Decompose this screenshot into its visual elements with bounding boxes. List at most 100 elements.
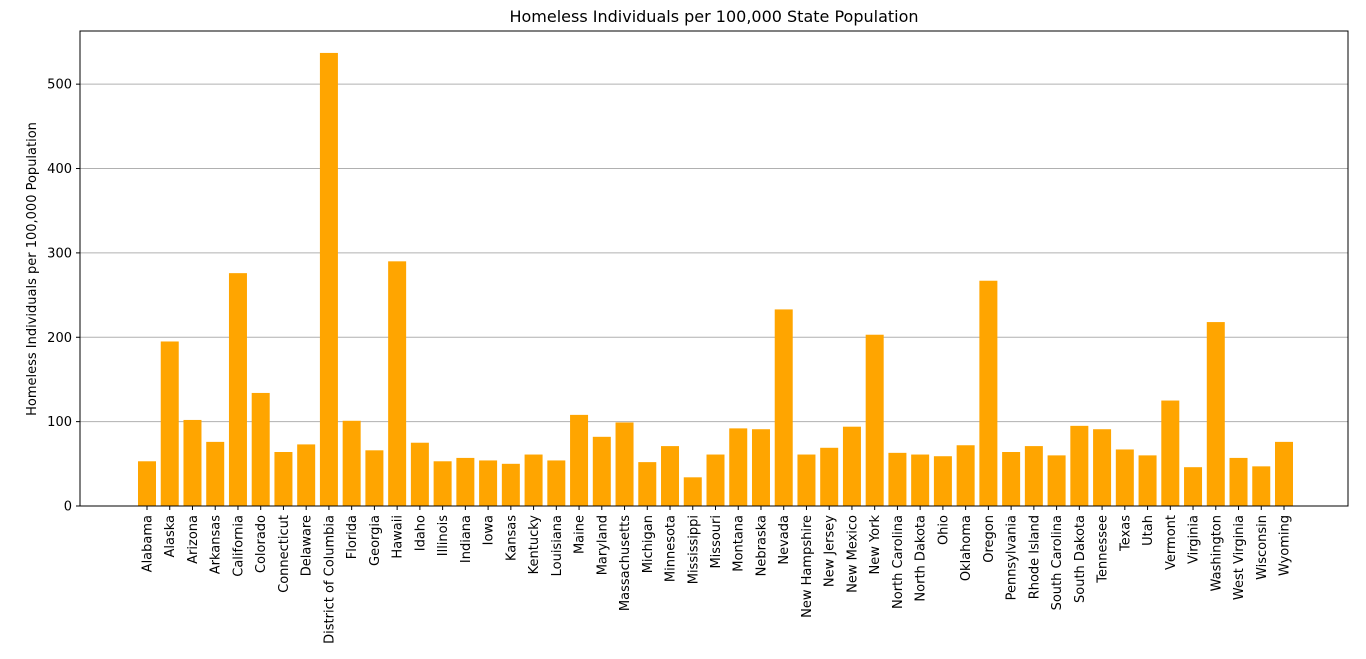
x-tick-label: Minnesota (664, 515, 679, 582)
x-tick-label: California (231, 515, 246, 577)
x-tick-label: West Virginia (1232, 515, 1247, 600)
bar (1024, 446, 1043, 506)
bar (1184, 467, 1203, 506)
x-tick-label: Nebraska (754, 515, 769, 576)
bar (570, 414, 589, 506)
bar (228, 273, 247, 506)
x-tick-label: Colorado (254, 515, 269, 573)
bar (1161, 400, 1180, 506)
bar (251, 392, 270, 506)
x-tick-label: Michigan (641, 515, 656, 573)
bar (138, 461, 156, 506)
x-tick-label: Louisiana (550, 515, 565, 576)
x-tick-label: Rhode Island (1027, 515, 1042, 599)
x-tick-label: Montana (732, 515, 747, 572)
y-tick-label: 500 (47, 78, 72, 93)
x-tick-label: Kansas (504, 515, 519, 561)
bar (1229, 457, 1248, 506)
y-tick-label: 0 (64, 500, 72, 515)
x-tick-label: Florida (345, 515, 360, 559)
x-tick-label: Massachusetts (618, 515, 633, 611)
x-tick-label: New York (868, 515, 883, 575)
bar (274, 452, 293, 506)
bar (638, 462, 657, 506)
y-tick-label: 300 (47, 246, 72, 261)
x-tick-label: New Mexico (845, 515, 860, 593)
x-tick-label: Delaware (300, 515, 315, 576)
bar (774, 309, 793, 506)
x-tick-label: Ohio (936, 515, 951, 545)
bar (1093, 429, 1112, 506)
x-tick-label: Arizona (186, 515, 201, 564)
chart-title: Homeless Individuals per 100,000 State P… (509, 7, 918, 26)
bar (319, 52, 338, 506)
bar (1115, 449, 1134, 506)
bar (342, 420, 361, 506)
x-tick-label: Kentucky (527, 515, 542, 575)
x-tick-label: Idaho (413, 515, 428, 551)
y-axis-label: Homeless Individuals per 100,000 Populat… (25, 122, 40, 416)
y-axis-ticks: 0 100 200 300 400 500 (47, 78, 80, 515)
bar (729, 428, 748, 506)
x-tick-label: Mississippi (686, 515, 701, 584)
y-tick-label: 200 (47, 331, 72, 346)
bar (524, 454, 543, 506)
bar (911, 454, 930, 506)
x-tick-label: District of Columbia (322, 515, 337, 644)
bar (388, 261, 407, 506)
bar (956, 445, 975, 506)
x-tick-label: Washington (1209, 515, 1224, 591)
x-tick-label: Vermont (1164, 515, 1179, 570)
y-tick-label: 100 (47, 415, 72, 430)
bar (1252, 466, 1271, 506)
bar (661, 446, 680, 506)
bar (1206, 322, 1225, 506)
x-tick-label: Alaska (163, 515, 178, 558)
x-tick-label: Maryland (595, 515, 610, 575)
bar (592, 436, 611, 506)
x-tick-label: Connecticut (277, 515, 292, 593)
x-tick-label: Wisconsin (1255, 515, 1270, 580)
bar (797, 454, 816, 506)
x-tick-label: Virginia (1187, 515, 1202, 564)
x-tick-label: Illinois (436, 515, 451, 556)
y-tick-label: 400 (47, 162, 72, 177)
x-tick-label: North Dakota (914, 515, 929, 602)
bar (433, 461, 452, 506)
x-tick-label: Missouri (709, 515, 724, 569)
x-tick-label: Hawaii (391, 515, 406, 559)
bar (1275, 441, 1293, 506)
bar (547, 460, 566, 506)
bar (820, 447, 839, 506)
bar (183, 419, 202, 506)
x-tick-label: South Dakota (1073, 515, 1088, 603)
x-tick-label: Oklahoma (959, 515, 974, 581)
bar (297, 444, 316, 506)
x-tick-label: New Jersey (823, 515, 838, 587)
x-tick-label: Maine (573, 515, 588, 554)
bar (615, 422, 634, 506)
bars (138, 52, 1293, 506)
x-tick-label: Nevada (777, 515, 792, 565)
bar (842, 426, 861, 506)
x-tick-label: Pennsylvania (1005, 515, 1020, 600)
x-tick-label: Alabama (141, 515, 156, 572)
x-tick-label: Arkansas (209, 515, 224, 574)
x-tick-label: Wyoming (1278, 515, 1293, 576)
bar (456, 457, 475, 506)
x-tick-label: Texas (1118, 515, 1133, 552)
x-tick-label: Indiana (459, 515, 474, 563)
bar (1138, 455, 1157, 506)
x-tick-label: Georgia (368, 515, 383, 566)
bar (979, 280, 998, 506)
bar (160, 341, 179, 506)
bar (1070, 425, 1089, 506)
plot-frame (79, 30, 1349, 507)
bar (410, 442, 429, 506)
bar (865, 334, 884, 506)
bar (479, 460, 498, 506)
bar (365, 450, 384, 506)
x-tick-label: South Carolina (1050, 515, 1065, 610)
